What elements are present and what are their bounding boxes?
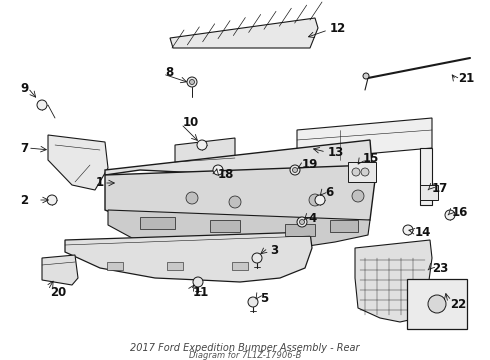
Bar [232, 262, 248, 270]
Bar [285, 224, 315, 236]
Polygon shape [105, 165, 375, 235]
Circle shape [315, 195, 325, 205]
Text: 17: 17 [432, 181, 448, 194]
Circle shape [187, 77, 197, 87]
Text: 1: 1 [96, 176, 104, 189]
Circle shape [428, 295, 446, 313]
Circle shape [186, 192, 198, 204]
Circle shape [309, 194, 321, 206]
Circle shape [290, 165, 300, 175]
Circle shape [47, 195, 57, 205]
Bar [420, 185, 438, 200]
Text: 14: 14 [415, 226, 431, 239]
Text: 11: 11 [193, 285, 209, 298]
Polygon shape [355, 240, 432, 322]
Text: Diagram for 7L1Z-17906-B: Diagram for 7L1Z-17906-B [189, 351, 301, 360]
Text: 9: 9 [20, 81, 28, 94]
Polygon shape [42, 255, 78, 285]
Polygon shape [65, 232, 312, 282]
Text: 10: 10 [183, 116, 199, 129]
FancyBboxPatch shape [407, 279, 467, 329]
Text: 22: 22 [450, 298, 466, 311]
Text: 13: 13 [328, 145, 344, 158]
Circle shape [252, 253, 262, 263]
Bar [140, 217, 175, 229]
Text: 19: 19 [302, 158, 318, 171]
Circle shape [248, 297, 258, 307]
Circle shape [37, 100, 47, 110]
Text: 23: 23 [432, 261, 448, 274]
Polygon shape [420, 148, 432, 205]
Polygon shape [297, 148, 320, 210]
Circle shape [403, 225, 413, 235]
Bar [210, 220, 240, 232]
Text: 2: 2 [20, 194, 28, 207]
Text: 21: 21 [458, 72, 474, 85]
Bar [107, 262, 123, 270]
Circle shape [352, 168, 360, 176]
Polygon shape [297, 118, 432, 160]
Bar [348, 162, 376, 182]
Circle shape [297, 217, 307, 227]
Bar [330, 220, 358, 232]
Text: 12: 12 [330, 22, 346, 35]
Text: 6: 6 [325, 185, 333, 198]
Circle shape [363, 73, 369, 79]
Polygon shape [48, 135, 108, 190]
Text: 5: 5 [260, 292, 268, 305]
Polygon shape [170, 18, 318, 48]
Text: 16: 16 [452, 207, 468, 220]
Polygon shape [105, 140, 372, 175]
Polygon shape [108, 210, 370, 252]
Circle shape [213, 165, 223, 175]
Circle shape [445, 210, 455, 220]
Circle shape [193, 277, 203, 287]
Circle shape [190, 80, 195, 85]
Text: 3: 3 [270, 243, 278, 256]
Circle shape [361, 168, 369, 176]
Polygon shape [175, 138, 235, 195]
Circle shape [293, 167, 297, 172]
Circle shape [299, 220, 304, 225]
Circle shape [197, 140, 207, 150]
Circle shape [229, 196, 241, 208]
Circle shape [352, 190, 364, 202]
Text: 2017 Ford Expedition Bumper Assembly - Rear: 2017 Ford Expedition Bumper Assembly - R… [130, 343, 360, 353]
Text: 8: 8 [165, 66, 173, 78]
Text: 18: 18 [218, 168, 234, 181]
Bar [167, 262, 183, 270]
Text: 20: 20 [50, 285, 66, 298]
Text: 15: 15 [363, 152, 379, 165]
Text: 4: 4 [308, 211, 316, 225]
Text: 7: 7 [20, 141, 28, 154]
